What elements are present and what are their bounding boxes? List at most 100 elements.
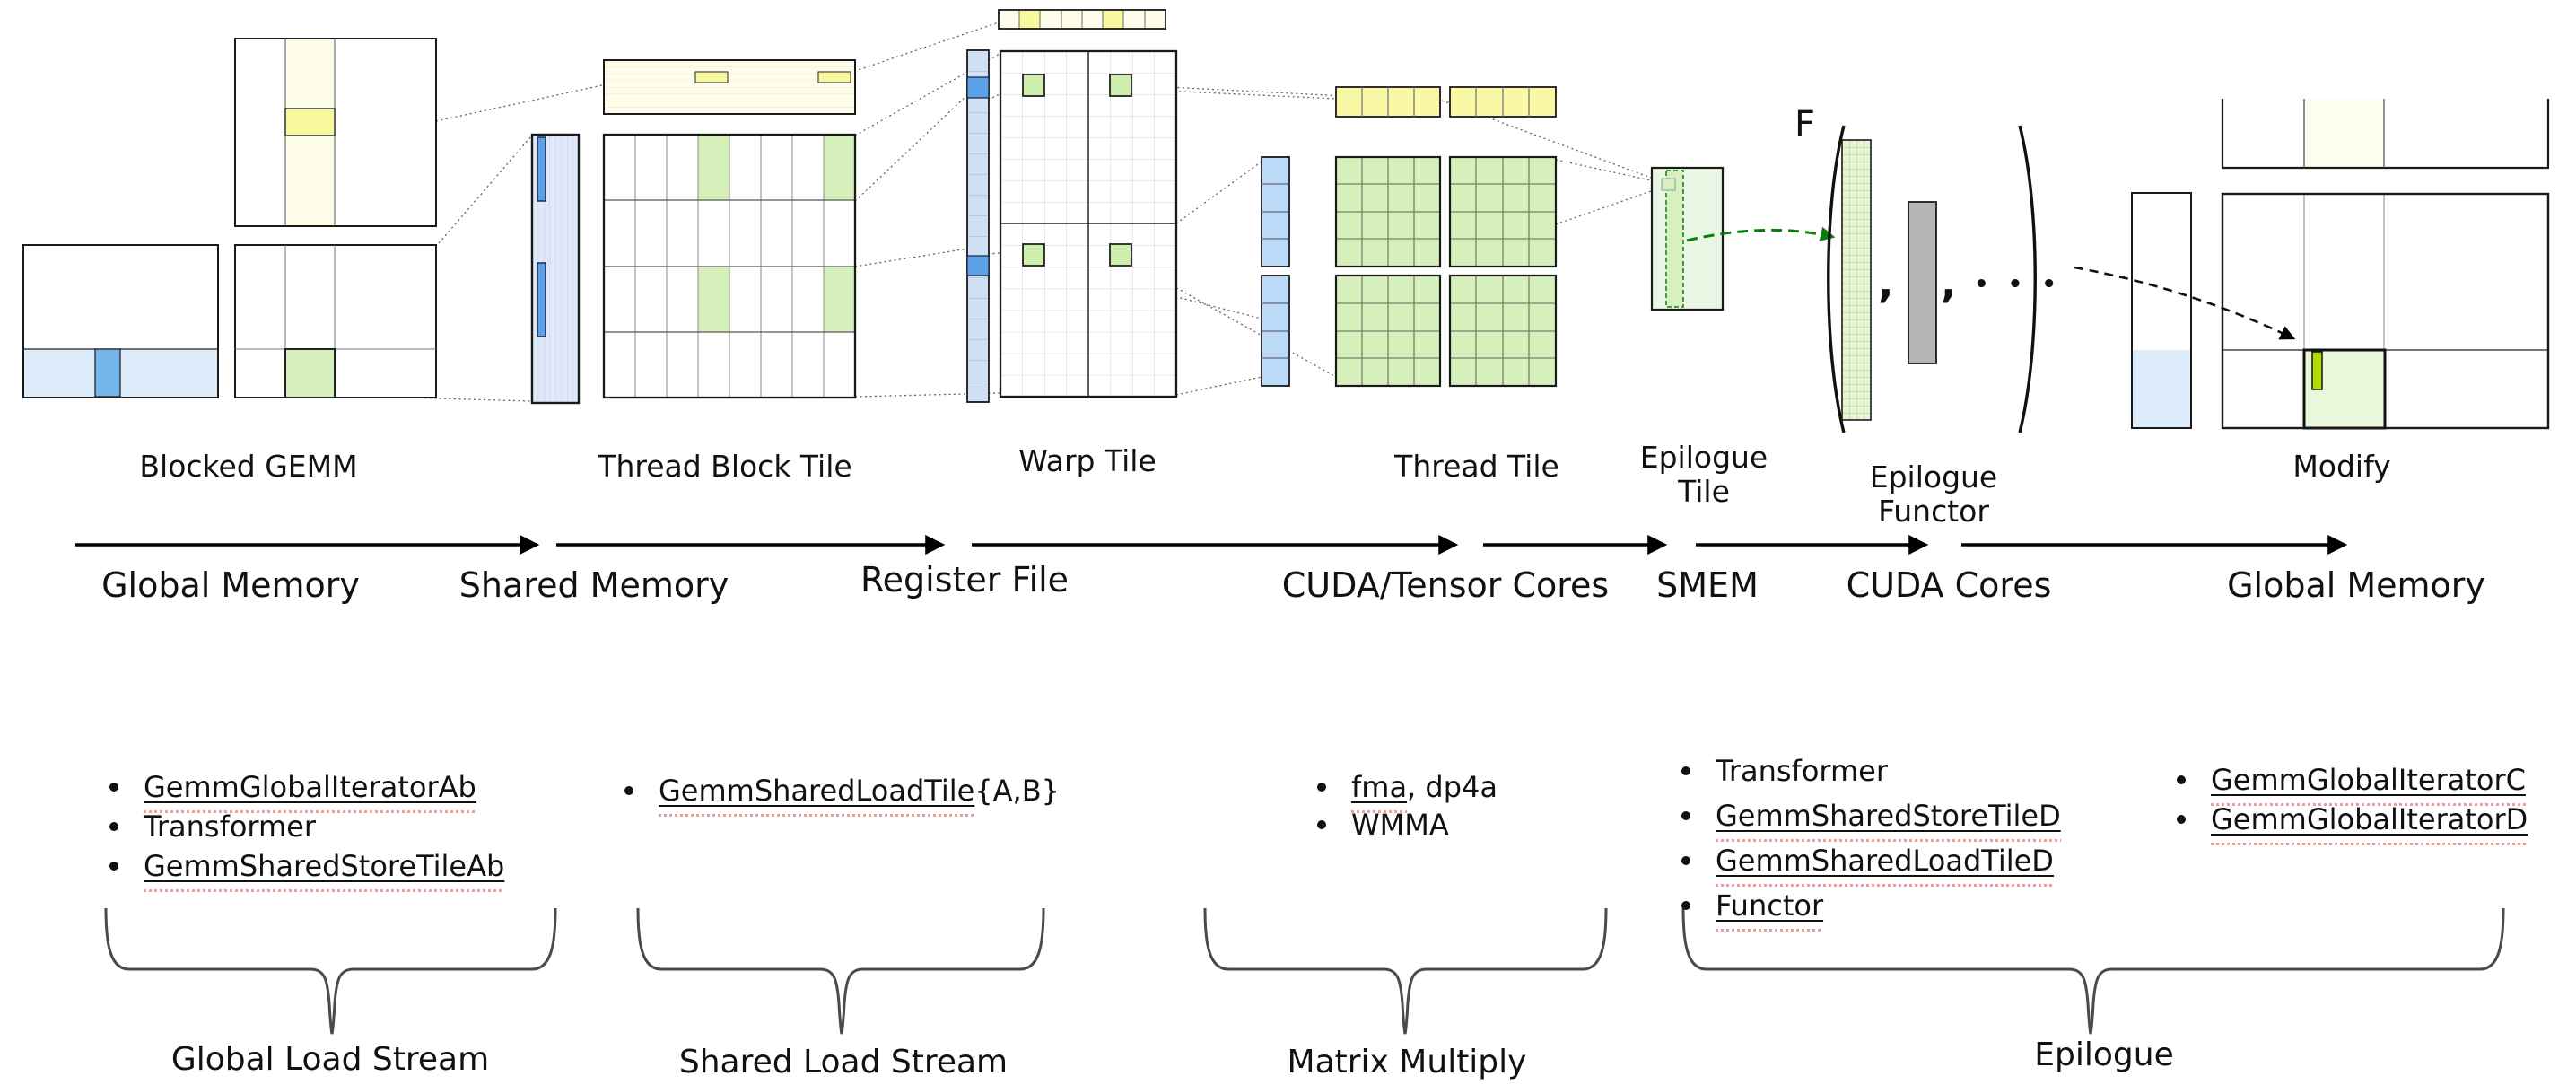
stream-braces xyxy=(104,907,2505,1035)
bullet-icon xyxy=(106,849,144,883)
tbt-a-cell-2 xyxy=(817,71,851,83)
epilogue-functor-diagram xyxy=(1827,125,2037,433)
warp-cell-1 xyxy=(1022,74,1045,97)
bullet-text: WMMA xyxy=(1351,808,1449,842)
stage-label-warp-tile: Warp Tile xyxy=(1018,443,1157,478)
a-block-cell xyxy=(284,108,336,136)
smem-fragment-2 xyxy=(537,262,546,337)
bullet-text-underlined: fma xyxy=(1351,770,1408,804)
stage-label-epilogue-tile-2: Tile xyxy=(1678,474,1730,509)
warp-tile-diagram xyxy=(998,9,1178,398)
thread-tile-diagram xyxy=(1261,86,1558,388)
blocked-gemm-diagram xyxy=(22,38,437,398)
list-item: GemmGlobalIteratorD xyxy=(2173,802,2528,836)
memory-label-smem: SMEM xyxy=(1656,565,1759,605)
bullet-icon xyxy=(1314,808,1351,842)
modify-left-column xyxy=(2131,192,2192,429)
warp-cell-4 xyxy=(1109,243,1132,267)
functor-ellipsis: • • • xyxy=(1974,271,2062,298)
functor-comma-2: , xyxy=(1941,258,1957,307)
list-item: GemmSharedLoadTileD xyxy=(1678,844,2054,878)
epilogue-column xyxy=(1665,170,1684,308)
register-file-strip xyxy=(966,49,990,403)
bullet-text-underlined: GemmSharedStoreTileD xyxy=(1716,799,2061,833)
modify-main-matrix xyxy=(2221,192,2550,430)
functor-f-symbol: F xyxy=(1794,104,1816,145)
stage-label-thread-tile: Thread Tile xyxy=(1394,449,1559,484)
smem-fragment-1 xyxy=(537,136,546,202)
stream-label-global-load: Global Load Stream xyxy=(170,1041,490,1078)
functor-operand-c xyxy=(1908,201,1937,364)
list-item: fma, dp4a xyxy=(1314,770,1498,804)
functor-to-modify-arrow xyxy=(2074,266,2296,340)
bullet-icon xyxy=(621,774,659,808)
list-item: WMMA xyxy=(1314,808,1449,842)
list-item: Functor xyxy=(1678,888,1823,923)
warp-cell-2 xyxy=(1109,74,1132,97)
modify-top-matrix xyxy=(2221,99,2550,170)
epilogue-subtile xyxy=(1661,178,1676,191)
bullet-icon xyxy=(106,770,144,804)
bullet-text-underlined: GemmGlobalIteratorAb xyxy=(144,770,476,804)
epilogue-tile-diagram xyxy=(1650,166,1836,311)
bullet-icon xyxy=(2173,802,2211,836)
warp-cell-3 xyxy=(1022,243,1045,267)
bullet-text-underlined: GemmSharedLoadTileD xyxy=(1716,844,2054,878)
stage-label-epilogue-functor-1: Epilogue xyxy=(1869,459,1998,494)
thread-tile-accumulators xyxy=(1334,155,1558,388)
bullet-icon xyxy=(1314,770,1351,804)
stage-label-modify: Modify xyxy=(2292,449,2391,484)
memory-label-cuda-tensor: CUDA/Tensor Cores xyxy=(1281,565,1610,605)
memory-label-cuda-cores: CUDA Cores xyxy=(1846,565,2052,605)
list-item: GemmSharedStoreTileAb xyxy=(106,849,504,883)
c-block-cell xyxy=(94,348,121,398)
bullet-icon xyxy=(1678,799,1716,833)
bullet-text-underlined: Functor xyxy=(1716,888,1824,923)
thread-tile-a-strips xyxy=(1335,86,1557,118)
brace-epilogue xyxy=(1681,907,2505,1035)
functor-comma-1: , xyxy=(1878,258,1894,307)
stream-label-matrix-multiply: Matrix Multiply xyxy=(1287,1044,1527,1081)
bullet-text-underlined: GemmGlobalIteratorD xyxy=(2211,802,2528,836)
list-item: GemmGlobalIteratorC xyxy=(2173,763,2526,797)
memory-label-shared: Shared Memory xyxy=(458,565,729,605)
bullet-icon xyxy=(1678,754,1716,788)
list-item: Transformer xyxy=(1678,754,1888,788)
brace-matrix-multiply xyxy=(1203,907,1608,1035)
bullet-icon xyxy=(106,809,144,844)
stage-label-thread-block-tile: Thread Block Tile xyxy=(598,449,852,484)
register-fragment-1 xyxy=(966,76,990,99)
stream-label-shared-load: Shared Load Stream xyxy=(678,1044,1009,1081)
thread-tile-b-strips xyxy=(1261,156,1290,387)
bullet-text-underlined: GemmGlobalIteratorC xyxy=(2211,763,2526,797)
close-paren xyxy=(2018,125,2037,433)
open-paren xyxy=(1827,125,1846,433)
list-item: GemmSharedLoadTile{A,B} xyxy=(621,774,1060,808)
memory-label-global-left: Global Memory xyxy=(101,565,360,605)
bullet-text-underlined: GemmSharedLoadTile xyxy=(659,774,975,808)
b-block-cell xyxy=(284,348,336,398)
thread-block-tile-diagram xyxy=(602,59,857,399)
modify-diagram xyxy=(2074,99,2550,430)
matrix-a-global xyxy=(234,38,437,227)
memory-label-global-right: Global Memory xyxy=(2227,565,2485,605)
shared-memory-column xyxy=(530,133,581,405)
list-item: Transformer xyxy=(106,809,316,844)
brace-global-load-stream xyxy=(104,907,557,1035)
brace-shared-load-stream xyxy=(636,907,1045,1035)
stage-label-epilogue-functor-2: Functor xyxy=(1878,494,1989,529)
bullet-text: Transformer xyxy=(144,809,317,844)
bullet-text: , dp4a xyxy=(1407,770,1498,804)
bullet-text: Transformer xyxy=(1716,754,1889,788)
bullet-text-underlined: GemmSharedStoreTileAb xyxy=(144,849,505,883)
stream-label-epilogue: Epilogue xyxy=(2034,1037,2174,1073)
bullet-text: {A,B} xyxy=(974,774,1061,808)
list-item: GemmSharedStoreTileD xyxy=(1678,799,2061,833)
bullet-icon xyxy=(1678,844,1716,878)
modify-fragment xyxy=(2311,351,2323,390)
tbt-a-cell-1 xyxy=(694,71,729,83)
stage-label-blocked-gemm: Blocked GEMM xyxy=(139,449,358,484)
epilogue-to-functor-arrow xyxy=(1686,226,1836,242)
bullet-icon xyxy=(2173,763,2211,797)
